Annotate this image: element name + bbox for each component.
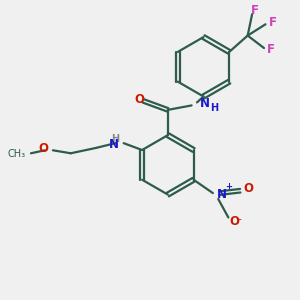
Text: H: H [210, 103, 218, 113]
Text: O: O [39, 142, 49, 155]
Text: N: N [200, 97, 210, 110]
Text: N: N [109, 138, 119, 152]
Text: O: O [229, 215, 239, 228]
Text: F: F [267, 43, 275, 56]
Text: CH₃: CH₃ [8, 149, 26, 159]
Text: ⁻: ⁻ [237, 217, 242, 226]
Text: O: O [134, 93, 144, 106]
Text: O: O [244, 182, 254, 195]
Text: H: H [111, 134, 119, 144]
Text: F: F [250, 4, 259, 17]
Text: +: + [225, 182, 232, 191]
Text: N: N [218, 188, 227, 201]
Text: F: F [268, 16, 277, 29]
